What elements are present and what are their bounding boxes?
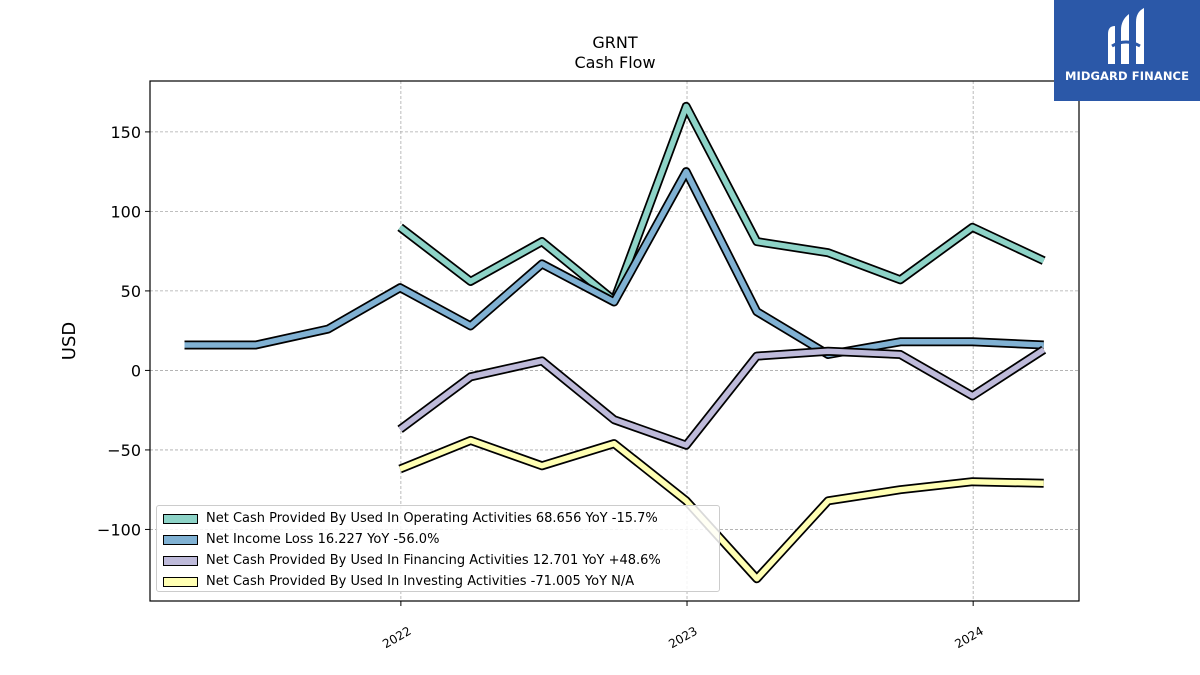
y-tick-label: 0 bbox=[131, 361, 141, 380]
legend-item-operating: Net Cash Provided By Used In Operating A… bbox=[163, 508, 713, 529]
y-axis-ticks: −100 −50 0 50 100 150 bbox=[97, 123, 150, 539]
x-tick-label: 2024 bbox=[952, 624, 985, 651]
y-tick-label: 100 bbox=[110, 202, 141, 221]
x-tick-label: 2023 bbox=[666, 624, 699, 651]
legend-label-operating: Net Cash Provided By Used In Operating A… bbox=[206, 511, 658, 526]
legend-swatch-net-income bbox=[163, 534, 198, 545]
chart-title: GRNT bbox=[592, 33, 637, 52]
x-tick-label: 2022 bbox=[380, 624, 413, 651]
legend-swatch-investing bbox=[163, 576, 198, 587]
midgard-finance-logo: MIDGARD FINANCE bbox=[1054, 0, 1200, 101]
legend-item-net-income: Net Income Loss 16.227 YoY -56.0% bbox=[163, 529, 713, 550]
legend-label-net-income: Net Income Loss 16.227 YoY -56.0% bbox=[206, 532, 440, 547]
y-axis-label: USD bbox=[59, 322, 80, 360]
legend-swatch-operating bbox=[163, 513, 198, 524]
y-tick-label: 50 bbox=[121, 282, 141, 301]
series-line-2 bbox=[398, 347, 1046, 448]
legend-label-financing: Net Cash Provided By Used In Financing A… bbox=[206, 553, 661, 568]
y-tick-label: 150 bbox=[110, 123, 141, 142]
midgard-logo-icon bbox=[1108, 8, 1144, 64]
legend-item-financing: Net Cash Provided By Used In Financing A… bbox=[163, 550, 713, 571]
x-axis-ticks: 2022 2023 2024 bbox=[380, 601, 986, 651]
y-tick-label: −100 bbox=[97, 520, 141, 539]
chart-legend: Net Cash Provided By Used In Operating A… bbox=[156, 505, 720, 592]
legend-item-investing: Net Cash Provided By Used In Investing A… bbox=[163, 571, 713, 592]
series-line-1 bbox=[184, 168, 1044, 358]
series-outline-1 bbox=[184, 167, 1044, 359]
chart-subtitle: Cash Flow bbox=[574, 53, 655, 72]
y-tick-label: −50 bbox=[107, 441, 141, 460]
series-line-0 bbox=[398, 103, 1045, 304]
series-layer bbox=[184, 101, 1047, 584]
plot-frame bbox=[149, 80, 1080, 602]
legend-label-investing: Net Cash Provided By Used In Investing A… bbox=[206, 574, 635, 589]
logo-text: MIDGARD FINANCE bbox=[1064, 69, 1190, 83]
series-outline-0 bbox=[397, 101, 1046, 305]
legend-swatch-financing bbox=[163, 555, 198, 566]
series-line-3 bbox=[399, 437, 1044, 582]
